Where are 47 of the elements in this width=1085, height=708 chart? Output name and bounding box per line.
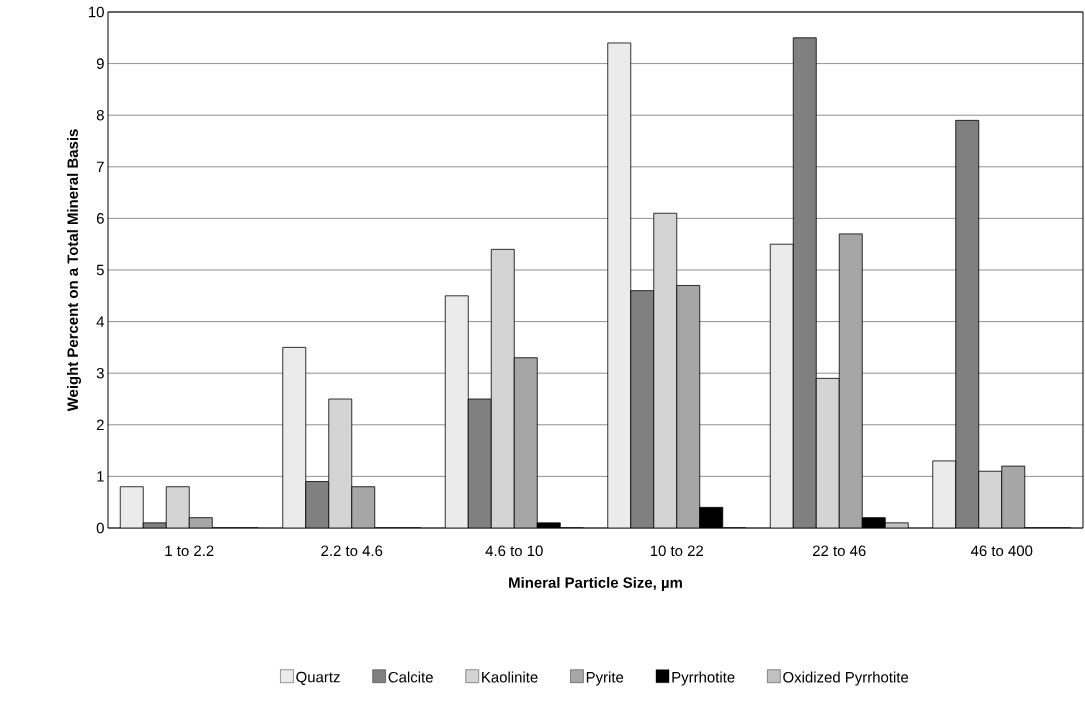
x-tick-label: 10 to 22 <box>650 545 703 557</box>
bar <box>445 295 469 528</box>
x-tick-label: 4.6 to 10 <box>485 545 543 557</box>
bar <box>816 378 840 528</box>
y-tick-label: 10 <box>89 6 104 18</box>
y-tick-label: 5 <box>96 264 104 276</box>
legend-label: Kaolinite <box>482 671 538 683</box>
y-tick-label: 1 <box>97 471 104 482</box>
legend-label: Pyrite <box>586 671 624 686</box>
y-tick-label: 9 <box>96 58 104 69</box>
bar <box>630 290 654 528</box>
x-tick-label: 46 to 400 <box>970 545 1033 557</box>
bar <box>793 37 817 528</box>
x-tick-label: 22 to 46 <box>813 545 866 557</box>
bar <box>468 399 492 528</box>
bar <box>770 244 794 528</box>
bar <box>282 347 306 528</box>
y-tick-label: 2 <box>96 419 104 431</box>
bar <box>491 249 515 528</box>
bar <box>120 486 144 528</box>
y-tick-label: 7 <box>96 161 104 172</box>
legend-label: Pyrrhotite <box>672 671 735 686</box>
legend-label: Calcite <box>388 671 433 683</box>
y-tick-label: 0 <box>96 522 104 534</box>
bar <box>166 486 190 528</box>
x-tick-label: 1 to 2.2 <box>165 545 214 557</box>
bar <box>305 481 329 528</box>
y-axis-title: Weight Percent on a Total Mineral Basis <box>67 129 82 412</box>
bar <box>839 233 863 528</box>
bar <box>653 213 677 528</box>
bar <box>328 399 352 528</box>
bar <box>351 486 375 528</box>
y-tick-label: 4 <box>96 316 105 327</box>
y-tick-label: 3 <box>96 367 104 379</box>
x-axis-title: Mineral Particle Size, µm <box>509 576 682 591</box>
bar <box>932 460 957 528</box>
legend-label: Oxidized Pyrrhotite <box>783 671 909 686</box>
legend-label: Quartz <box>296 671 340 686</box>
bar <box>1001 465 1026 528</box>
bar <box>978 470 1003 528</box>
x-tick-label: 2.2 to 4.6 <box>321 545 383 557</box>
bar <box>676 285 700 528</box>
y-tick-label: 8 <box>96 109 104 121</box>
y-tick-label: 6 <box>96 213 104 224</box>
bar <box>514 357 538 528</box>
bar <box>955 119 980 528</box>
bar <box>607 42 631 528</box>
